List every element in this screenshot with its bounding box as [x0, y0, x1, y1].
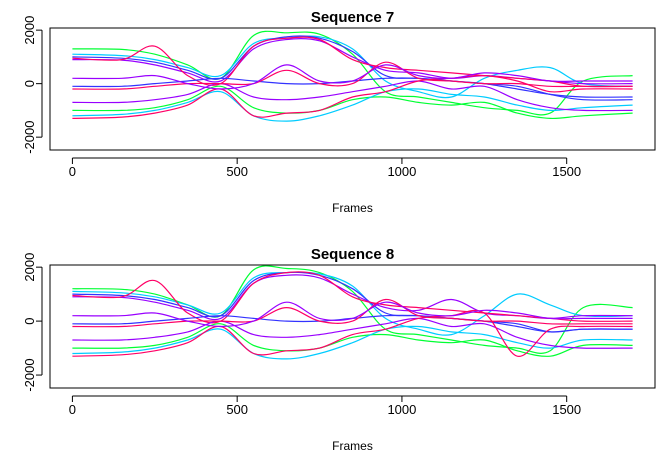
chart-title: Sequence 7 [311, 9, 394, 26]
series-line-6 [72, 325, 633, 360]
x-tick-label: 1000 [387, 402, 416, 417]
series-line-11 [72, 64, 633, 90]
y-tick-label: 2000 [22, 16, 37, 45]
x-tick-label: 1000 [387, 164, 416, 179]
y-tick-label: 0 [22, 317, 37, 324]
x-tick-label: 500 [226, 402, 248, 417]
y-tick-label: -2000 [22, 121, 37, 154]
series-line-10 [72, 298, 633, 328]
x-tick-label: 0 [69, 402, 76, 417]
chart-panel-sequence-8: Sequence 8 0 500 1000 1500 -2000 0 2000 Frames [22, 246, 656, 453]
plot-frame [49, 264, 656, 389]
series-group [72, 30, 633, 122]
x-tick-label: 1500 [552, 164, 581, 179]
series-line-4 [72, 36, 633, 88]
x-tick-label: 500 [226, 164, 248, 179]
series-line-2 [72, 271, 633, 333]
series-line-8 [72, 317, 633, 349]
x-axis-label: Frames [332, 439, 373, 453]
series-group [72, 265, 633, 360]
plot-frame [49, 27, 656, 151]
series-line-9 [72, 74, 633, 119]
y-tick-label: 2000 [22, 253, 37, 282]
series-line-4 [72, 271, 633, 324]
x-axis-label: Frames [332, 201, 373, 215]
series-line-8 [72, 80, 633, 112]
y-tick-label: 0 [22, 80, 37, 87]
series-line-1 [72, 35, 633, 99]
series-line-3 [72, 37, 633, 85]
series-line-1 [72, 271, 633, 336]
series-line-5 [72, 85, 633, 120]
series-line-11 [72, 301, 633, 328]
series-line-0 [72, 265, 633, 354]
series-line-6 [72, 88, 633, 122]
series-line-0 [72, 30, 633, 116]
series-line-10 [72, 61, 633, 90]
chart-title: Sequence 8 [311, 246, 394, 263]
x-tick-label: 1500 [552, 402, 581, 417]
series-line-9 [72, 309, 633, 357]
chart-panel-sequence-7: Sequence 7 0 500 1000 1500 -2000 0 2000 Frames [22, 9, 656, 215]
x-tick-label: 0 [69, 164, 76, 179]
series-line-2 [72, 35, 633, 101]
y-tick-label: -2000 [22, 358, 37, 391]
